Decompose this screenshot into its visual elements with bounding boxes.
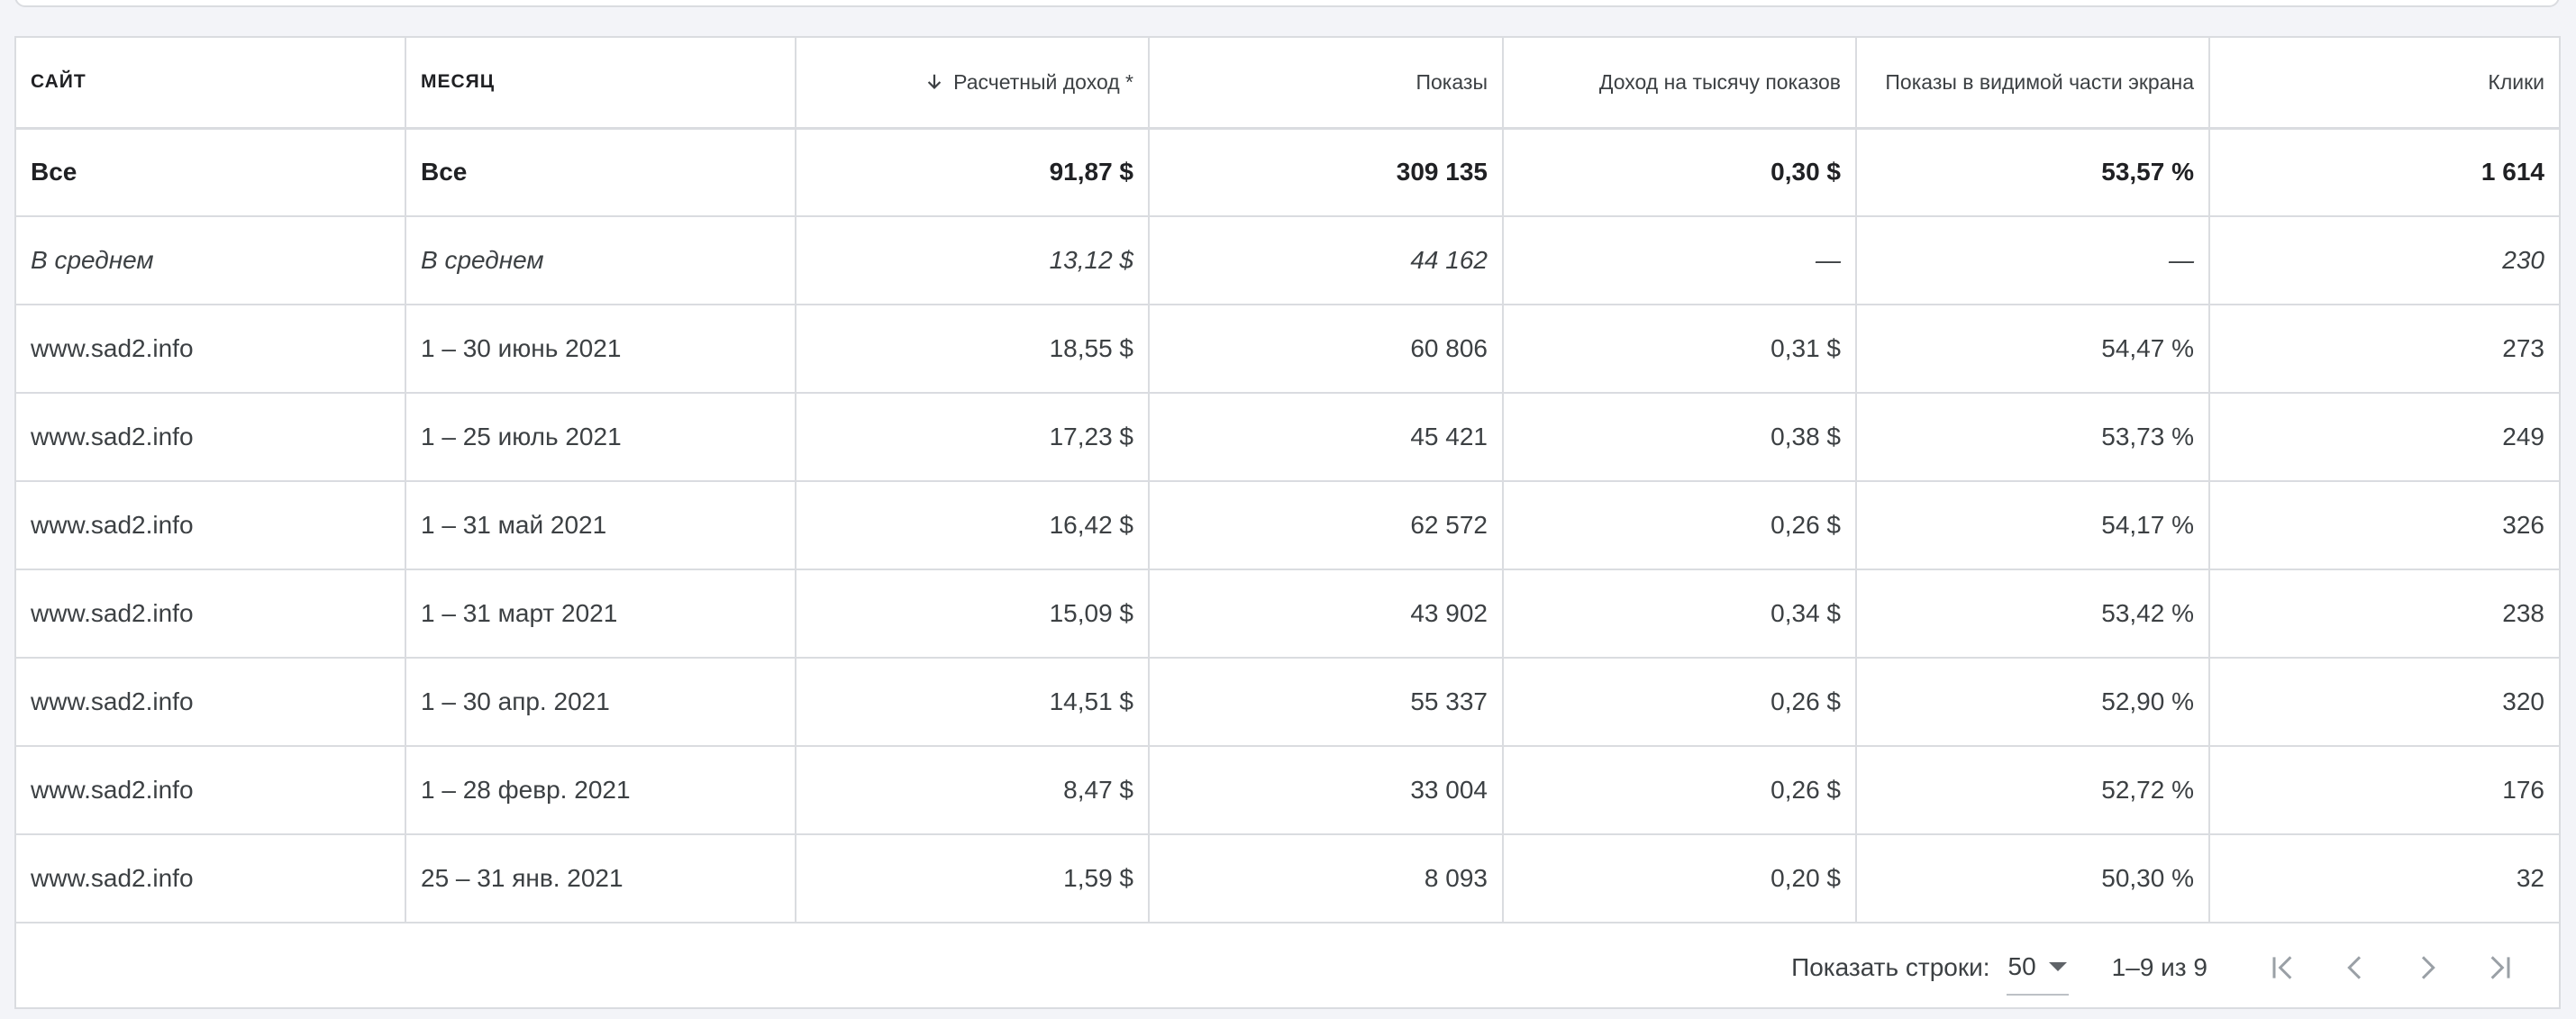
cell-impressions: 55 337 (1149, 658, 1504, 746)
next-page-icon (2421, 956, 2435, 979)
cell-rpm: 0,26 $ (1503, 481, 1857, 569)
table-row: www.sad2.info 1 – 28 февр. 2021 8,47 $ 3… (16, 746, 2559, 834)
table-row: www.sad2.info 1 – 30 апр. 2021 14,51 $ 5… (16, 658, 2559, 746)
cell-month: 1 – 30 апр. 2021 (405, 658, 796, 746)
cell-clicks: 326 (2502, 511, 2544, 539)
table-row: www.sad2.info 1 – 25 июль 2021 17,23 $ 4… (16, 393, 2559, 481)
total-clicks: 1 614 (2480, 158, 2544, 187)
cell-site: www.sad2.info (16, 305, 406, 393)
header-site[interactable]: Сайт (16, 38, 406, 130)
cell-rpm: 0,38 $ (1503, 393, 1857, 481)
cell-rpm: 0,34 $ (1503, 569, 1857, 658)
cell-impressions: 33 004 (1149, 746, 1504, 834)
total-viewable: 53,57 % (1856, 128, 2210, 216)
average-rpm: — (1503, 216, 1857, 305)
average-month: В среднем (405, 216, 796, 305)
cell-viewable: 53,42 % (1856, 569, 2210, 658)
cell-revenue: 17,23 $ (796, 393, 1150, 481)
cell-site: www.sad2.info (16, 393, 406, 481)
last-page-icon (2490, 956, 2510, 979)
header-rpm[interactable]: Доход на тысячу показов (1503, 38, 1857, 130)
cell-month: 1 – 28 февр. 2021 (405, 746, 796, 834)
cell-viewable: 53,73 % (1856, 393, 2210, 481)
header-clicks[interactable]: Клики (2209, 38, 2559, 130)
dropdown-arrow-icon (2048, 962, 2067, 971)
prev-page-icon (2347, 956, 2362, 979)
cell-revenue: 1,59 $ (796, 834, 1150, 923)
cell-clicks: 320 (2502, 687, 2544, 715)
cell-viewable: 50,30 % (1856, 834, 2210, 923)
cell-viewable: 54,47 % (1856, 305, 2210, 393)
cell-month: 1 – 31 март 2021 (405, 569, 796, 658)
cell-viewable: 52,72 % (1856, 746, 2210, 834)
pagination-range: 1–9 из 9 (2111, 953, 2207, 981)
cell-revenue: 18,55 $ (796, 305, 1150, 393)
table-row: www.sad2.info 1 – 30 июнь 2021 18,55 $ 6… (16, 305, 2559, 393)
header-viewable[interactable]: Показы в видимой части экрана (1856, 38, 2210, 130)
table-row: www.sad2.info 1 – 31 март 2021 15,09 $ 4… (16, 569, 2559, 658)
cell-revenue: 16,42 $ (796, 481, 1150, 569)
cell-clicks: 249 (2502, 423, 2544, 450)
sort-descending-icon (927, 74, 942, 89)
total-revenue: 91,87 $ (796, 128, 1150, 216)
total-rpm: 0,30 $ (1503, 128, 1857, 216)
cell-revenue: 15,09 $ (796, 569, 1150, 658)
cell-month: 1 – 25 июль 2021 (405, 393, 796, 481)
cell-viewable: 54,17 % (1856, 481, 2210, 569)
cell-clicks: 176 (2502, 776, 2544, 804)
cell-month: 25 – 31 янв. 2021 (405, 834, 796, 923)
cell-clicks: 32 (2516, 864, 2544, 892)
table-row: www.sad2.info 1 – 31 май 2021 16,42 $ 62… (16, 481, 2559, 569)
average-viewable: — (1856, 216, 2210, 305)
average-row: В среднем В среднем 13,12 $ 44 162 — — 2… (16, 216, 2559, 305)
cell-site: www.sad2.info (16, 658, 406, 746)
cell-revenue: 14,51 $ (796, 658, 1150, 746)
report-table-card: Сайт Месяц Расчетный доход * Показы Дохо… (14, 36, 2561, 1009)
rows-per-page-select[interactable]: 50 (2006, 940, 2069, 996)
header-impressions[interactable]: Показы (1149, 38, 1504, 130)
cell-revenue: 8,47 $ (796, 746, 1150, 834)
last-page-button[interactable] (2476, 944, 2523, 991)
cell-site: www.sad2.info (16, 569, 406, 658)
top-card (14, 0, 2560, 7)
average-site: В среднем (16, 216, 406, 305)
header-month[interactable]: Месяц (405, 38, 796, 130)
cell-impressions: 45 421 (1149, 393, 1504, 481)
cell-impressions: 60 806 (1149, 305, 1504, 393)
first-page-button[interactable] (2260, 944, 2307, 991)
cell-site: www.sad2.info (16, 481, 406, 569)
average-revenue: 13,12 $ (796, 216, 1150, 305)
cell-impressions: 62 572 (1149, 481, 1504, 569)
cell-rpm: 0,31 $ (1503, 305, 1857, 393)
next-page-button[interactable] (2404, 944, 2451, 991)
header-revenue[interactable]: Расчетный доход * (796, 38, 1150, 130)
total-site: Все (16, 128, 406, 216)
cell-rpm: 0,26 $ (1503, 658, 1857, 746)
cell-month: 1 – 31 май 2021 (405, 481, 796, 569)
report-table: Сайт Месяц Расчетный доход * Показы Дохо… (16, 38, 2559, 923)
cell-impressions: 43 902 (1149, 569, 1504, 658)
average-clicks: 230 (2502, 246, 2544, 274)
total-impressions: 309 135 (1149, 128, 1504, 216)
table-row: www.sad2.info 25 – 31 янв. 2021 1,59 $ 8… (16, 834, 2559, 923)
table-header-row: Сайт Месяц Расчетный доход * Показы Дохо… (16, 38, 2559, 130)
cell-month: 1 – 30 июнь 2021 (405, 305, 796, 393)
rows-per-page-value: 50 (2007, 952, 2036, 980)
total-row: Все Все 91,87 $ 309 135 0,30 $ 53,57 % 1… (16, 128, 2559, 216)
cell-viewable: 52,90 % (1856, 658, 2210, 746)
average-impressions: 44 162 (1149, 216, 1504, 305)
first-page-icon (2272, 956, 2292, 979)
cell-site: www.sad2.info (16, 746, 406, 834)
cell-clicks: 238 (2502, 599, 2544, 627)
cell-clicks: 273 (2502, 334, 2544, 362)
prev-page-button[interactable] (2332, 944, 2379, 991)
rows-per-page-label: Показать строки: (1791, 953, 1990, 981)
cell-rpm: 0,20 $ (1503, 834, 1857, 923)
cell-site: www.sad2.info (16, 834, 406, 923)
cell-rpm: 0,26 $ (1503, 746, 1857, 834)
pagination-bar: Показать строки: 50 1–9 из 9 (16, 924, 2559, 1011)
total-month: Все (405, 128, 796, 216)
cell-impressions: 8 093 (1149, 834, 1504, 923)
